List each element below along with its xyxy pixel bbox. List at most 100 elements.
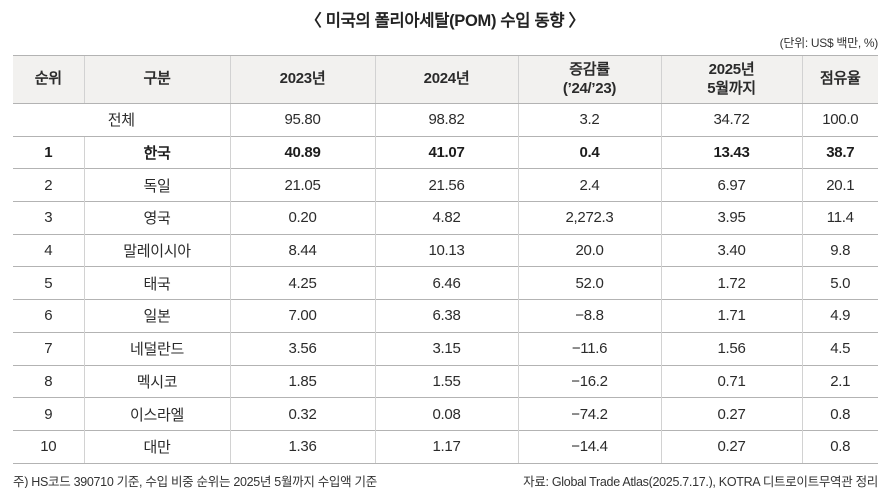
share-cell: 9.8 [801,233,878,267]
col-header-change-sublabel: (’24/’23) [562,79,617,97]
col-header-2023-label: 2023년 [279,70,326,88]
change-rate-cell: 2,272.3 [517,201,661,235]
value-2024-cell: 0.08 [374,397,518,431]
row-thailand: 5 태국 4.25 6.46 52.0 1.72 5.0 [13,266,878,300]
value-2024-cell: 4.82 [374,201,518,235]
rank-cell: 2 [13,168,84,202]
country-cell: 독일 [83,168,230,202]
table-title: 〈 미국의 폴리아세탈(POM) 수입 동향 〉 [305,12,585,30]
value-2025-cell: 0.27 [660,429,802,464]
change-rate-cell: −11.6 [517,331,661,365]
value-2024-cell: 21.56 [374,168,518,202]
share-cell: 5.0 [801,266,878,300]
value-2024-cell: 6.46 [374,266,518,300]
header-row: 순위 구분 2023년 2024년 증감률 (’24/’23) 2025년 5월… [13,55,878,104]
value-2025-cell: 6.97 [660,168,802,202]
col-header-2025-sublabel: 5월까지 [707,79,756,97]
value-2025-cell: 1.72 [660,266,802,300]
value-2024-cell: 98.82 [374,103,518,137]
change-rate-cell: 3.2 [517,103,661,137]
value-2023-cell: 0.20 [229,201,375,235]
country-cell: 대만 [83,429,230,464]
change-rate-cell: −14.4 [517,429,661,464]
rank-cell: 6 [13,299,84,333]
value-2024-cell: 1.55 [374,364,518,398]
rank-cell: 7 [13,331,84,365]
value-2024-cell: 41.07 [374,135,518,169]
country-cell: 네덜란드 [83,331,230,365]
country-cell: 한국 [83,135,230,169]
value-2023-cell: 40.89 [229,135,375,169]
share-cell: 11.4 [801,201,878,235]
footnote-right: 자료: Global Trade Atlas(2025.7.17.), KOTR… [523,474,878,488]
value-2023-cell: 1.36 [229,429,375,464]
col-header-2025-label: 2025년 [708,60,755,78]
value-2025-cell: 0.71 [660,364,802,398]
value-2023-cell: 95.80 [229,103,375,137]
col-header-2024: 2024년 [374,55,518,104]
rank-cell: 1 [13,135,84,169]
country-cell: 이스라엘 [83,397,230,431]
change-rate-cell: −74.2 [517,397,661,431]
country-cell: 일본 [83,299,230,333]
row-korea: 1 한국 40.89 41.07 0.4 13.43 38.7 [13,135,878,169]
value-2023-cell: 4.25 [229,266,375,300]
rank-cell: 5 [13,266,84,300]
change-rate-cell: −8.8 [517,299,661,333]
share-cell: 100.0 [801,103,878,137]
row-malaysia: 4 말레이시아 8.44 10.13 20.0 3.40 9.8 [13,233,878,267]
rank-cell: 9 [13,397,84,431]
rank-cell: 10 [13,429,84,464]
value-2023-cell: 21.05 [229,168,375,202]
col-header-2025: 2025년 5월까지 [660,55,802,104]
row-uk: 3 영국 0.20 4.82 2,272.3 3.95 11.4 [13,201,878,235]
change-rate-cell: 52.0 [517,266,661,300]
country-cell: 전체 [107,112,135,130]
value-2025-cell: 1.56 [660,331,802,365]
row-mexico: 8 멕시코 1.85 1.55 −16.2 0.71 2.1 [13,364,878,398]
share-cell: 38.7 [801,135,878,169]
table-footer: 주) HS코드 390710 기준, 수입 비중 순위는 2025년 5월까지 … [13,471,878,488]
row-japan: 6 일본 7.00 6.38 −8.8 1.71 4.9 [13,299,878,333]
rank-cell: 8 [13,364,84,398]
share-cell: 4.5 [801,331,878,365]
pom-import-table: 순위 구분 2023년 2024년 증감률 (’24/’23) 2025년 5월… [13,55,878,464]
country-cell: 말레이시아 [83,233,230,267]
value-2023-cell: 1.85 [229,364,375,398]
row-israel: 9 이스라엘 0.32 0.08 −74.2 0.27 0.8 [13,397,878,431]
value-2023-cell: 0.32 [229,397,375,431]
value-2024-cell: 1.17 [374,429,518,464]
col-header-2023: 2023년 [229,55,375,104]
change-rate-cell: 20.0 [517,233,661,267]
value-2025-cell: 3.95 [660,201,802,235]
value-2025-cell: 1.71 [660,299,802,333]
unit-note: (단위: US$ 백만, %) [779,36,879,50]
col-header-change: 증감률 (’24/’23) [517,55,661,104]
col-header-share: 점유율 [801,55,878,104]
change-rate-cell: 2.4 [517,168,661,202]
col-header-change-label: 증감률 [569,60,610,78]
value-2024-cell: 10.13 [374,233,518,267]
change-rate-cell: −16.2 [517,364,661,398]
share-cell: 20.1 [801,168,878,202]
country-cell: 멕시코 [83,364,230,398]
change-rate-cell: 0.4 [517,135,661,169]
value-2025-cell: 13.43 [660,135,802,169]
share-cell: 0.8 [801,429,878,464]
col-header-category: 구분 [83,55,230,104]
value-2023-cell: 8.44 [229,233,375,267]
country-cell: 태국 [83,266,230,300]
value-2025-cell: 0.27 [660,397,802,431]
share-cell: 0.8 [801,397,878,431]
country-cell: 영국 [83,201,230,235]
row-taiwan: 10 대만 1.36 1.17 −14.4 0.27 0.8 [13,429,878,464]
col-header-rank-label: 순위 [34,70,62,88]
share-cell: 4.9 [801,299,878,333]
rank-cell: 4 [13,233,84,267]
value-2023-cell: 7.00 [229,299,375,333]
row-total: 전체 95.80 98.82 3.2 34.72 100.0 [13,103,878,137]
col-header-share-label: 점유율 [819,70,861,88]
value-2023-cell: 3.56 [229,331,375,365]
value-2024-cell: 6.38 [374,299,518,333]
